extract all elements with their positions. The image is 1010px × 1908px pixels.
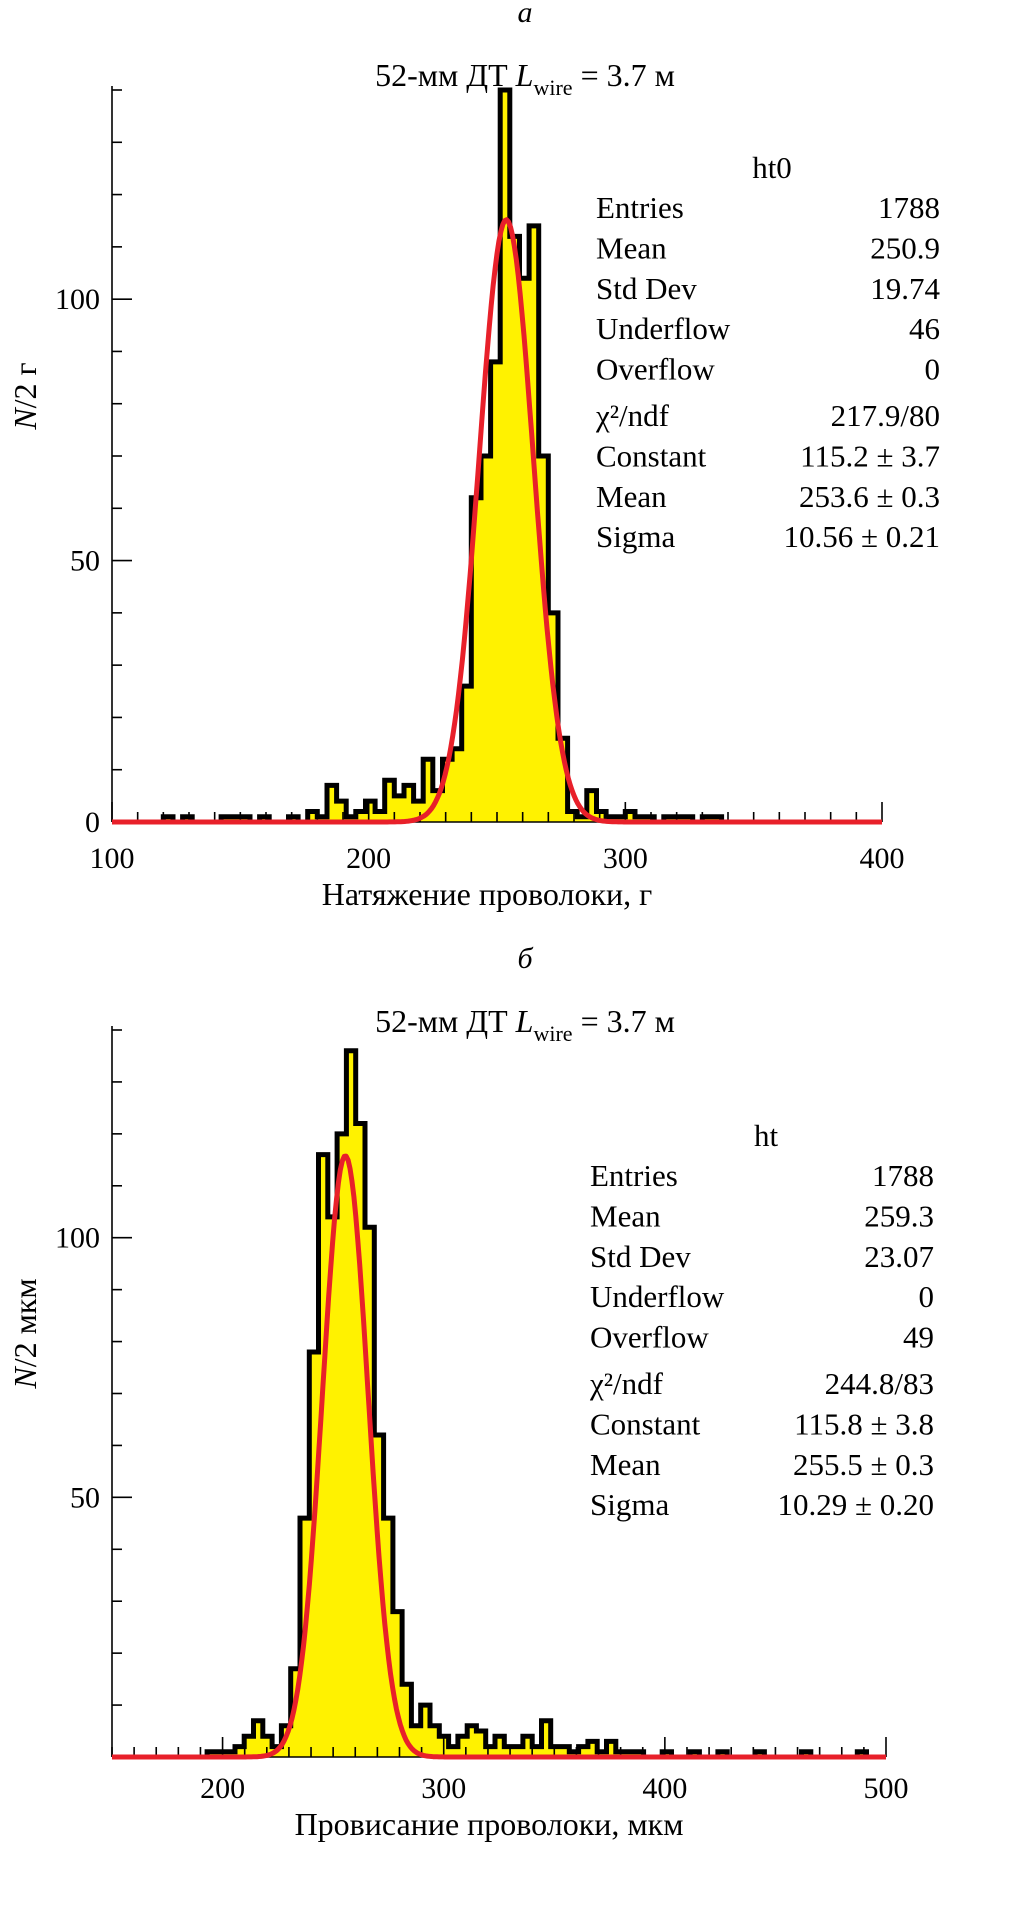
- title-prefix: 52-мм ДТ: [375, 1003, 516, 1039]
- x-tick-label: 300: [421, 1772, 466, 1805]
- stats-value: 46: [909, 311, 940, 346]
- title-var: L: [515, 57, 534, 93]
- stats-label: χ²/ndf: [595, 398, 670, 433]
- stats-value: 0: [919, 1279, 935, 1314]
- x-tick-label: 400: [860, 842, 905, 875]
- stats-value: 115.2 ± 3.7: [800, 438, 940, 473]
- stats-value: 255.5 ± 0.3: [793, 1447, 934, 1482]
- title-subscript: wire: [533, 75, 572, 100]
- stats-value: 259.3: [864, 1198, 934, 1233]
- title-prefix: 52-мм ДТ: [375, 57, 516, 93]
- y-tick-label: 100: [55, 283, 100, 316]
- stats-label: Mean: [590, 1198, 661, 1233]
- stats-value: 253.6 ± 0.3: [799, 479, 940, 514]
- y-label-var: N: [7, 407, 43, 431]
- stats-label: Overflow: [590, 1320, 709, 1355]
- stats-title: ht: [754, 1118, 779, 1153]
- stats-label: Mean: [596, 479, 667, 514]
- stats-value: 115.8 ± 3.8: [794, 1406, 934, 1441]
- stats-label: Constant: [590, 1406, 701, 1441]
- stats-label: Sigma: [590, 1487, 669, 1522]
- stats-value: 10.56 ± 0.21: [783, 519, 940, 554]
- y-tick-label: 0: [85, 806, 100, 839]
- title-suffix: = 3.7 м: [573, 57, 675, 93]
- stats-label: χ²/ndf: [589, 1366, 664, 1401]
- stats-label: Underflow: [596, 311, 731, 346]
- stats-value: 217.9/80: [831, 398, 940, 433]
- gaussian-fit-curve: [111, 217, 883, 825]
- stats-label: Constant: [596, 438, 707, 473]
- y-label-rest: /2 мкм: [7, 1278, 43, 1367]
- histogram-fill: [207, 1050, 867, 1757]
- stats-label: Entries: [590, 1158, 678, 1193]
- title-suffix: = 3.7 м: [573, 1003, 675, 1039]
- x-tick-label: 400: [642, 1772, 687, 1805]
- stats-label: Sigma: [596, 519, 675, 554]
- y-axis-label: N/2 г: [7, 362, 43, 430]
- stats-value: 10.29 ± 0.20: [777, 1487, 934, 1522]
- stats-label: Mean: [596, 230, 667, 265]
- chart-title: 52-мм ДТ Lwire = 3.7 м: [375, 1003, 675, 1046]
- x-tick-label: 200: [200, 1772, 245, 1805]
- panel-letter: а: [518, 0, 533, 29]
- y-axis-label: N/2 мкм: [7, 1278, 43, 1389]
- stats-value: 19.74: [870, 271, 940, 306]
- stats-value: 1788: [878, 190, 940, 225]
- stats-box: ht Entries 1788 Mean 259.3 Std Dev 23.07 Underf…: [589, 1118, 934, 1522]
- panel-letter: б: [517, 942, 533, 975]
- y-tick-label: 100: [55, 1222, 100, 1255]
- stats-label: Std Dev: [590, 1239, 691, 1274]
- stats-value: 244.8/83: [825, 1366, 934, 1401]
- stats-label: Entries: [596, 190, 684, 225]
- stats-label: Overflow: [596, 352, 715, 387]
- stats-label: Mean: [590, 1447, 661, 1482]
- x-axis-label: Натяжение проволоки, г: [322, 876, 652, 912]
- gaussian-fit-curve: [111, 1153, 887, 1760]
- stats-label: Underflow: [590, 1279, 725, 1314]
- stats-title: ht0: [752, 150, 792, 185]
- x-tick-label: 500: [864, 1772, 909, 1805]
- stats-value: 0: [925, 352, 941, 387]
- y-tick-label: 50: [70, 1481, 100, 1514]
- stats-value: 23.07: [864, 1239, 934, 1274]
- stats-label: Std Dev: [596, 271, 697, 306]
- y-tick-label: 50: [70, 545, 100, 578]
- title-subscript: wire: [533, 1021, 572, 1046]
- stats-value: 1788: [872, 1158, 934, 1193]
- stats-value: 49: [903, 1320, 934, 1355]
- x-tick-label: 200: [346, 842, 391, 875]
- x-axis-label: Провисание проволоки, мкм: [295, 1806, 684, 1842]
- y-label-rest: /2 г: [7, 362, 43, 408]
- y-label-var: N: [7, 1366, 43, 1390]
- x-tick-label: 300: [603, 842, 648, 875]
- title-var: L: [515, 1003, 534, 1039]
- chart-title: 52-мм ДТ Lwire = 3.7 м: [375, 57, 675, 100]
- stats-value: 250.9: [870, 230, 940, 265]
- x-tick-label: 100: [90, 842, 135, 875]
- stats-box: ht0 Entries 1788 Mean 250.9 Std Dev 19.74 Under…: [595, 150, 941, 554]
